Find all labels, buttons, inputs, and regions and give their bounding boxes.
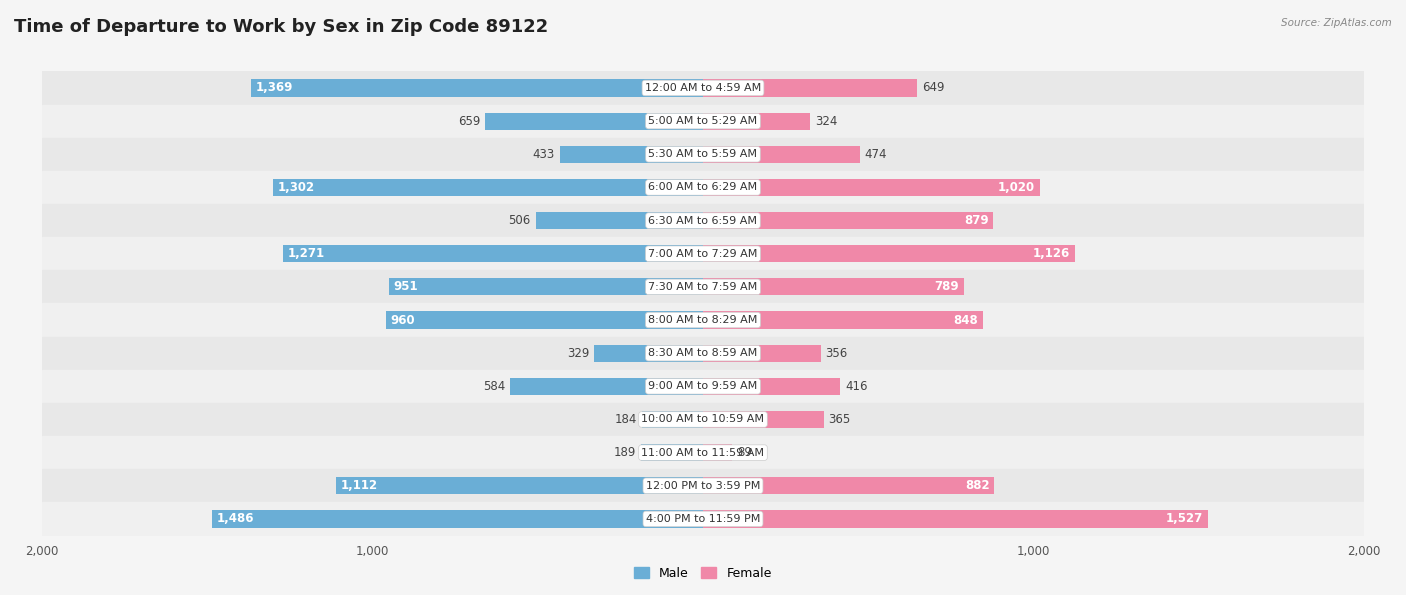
Text: 1,486: 1,486 [217,512,254,525]
Bar [42,502,1364,536]
Text: 6:30 AM to 6:59 AM: 6:30 AM to 6:59 AM [648,215,758,226]
Bar [703,345,821,362]
Bar [250,79,703,96]
Bar [595,345,703,362]
Text: 89: 89 [737,446,752,459]
Bar [536,212,703,229]
Text: 506: 506 [509,214,531,227]
Bar [703,112,810,130]
Text: 951: 951 [394,280,419,293]
Text: Source: ZipAtlas.com: Source: ZipAtlas.com [1281,18,1392,28]
Legend: Male, Female: Male, Female [630,562,776,585]
Bar [42,303,1364,337]
Text: 11:00 AM to 11:59 AM: 11:00 AM to 11:59 AM [641,447,765,458]
Bar [273,179,703,196]
Bar [283,245,703,262]
Bar [703,146,859,163]
Bar [485,112,703,130]
Text: 882: 882 [965,480,990,492]
Text: 789: 789 [934,280,959,293]
Text: 1,112: 1,112 [340,480,378,492]
Text: 329: 329 [567,347,589,359]
Text: 365: 365 [828,413,851,426]
Bar [703,511,1208,528]
Bar [703,212,994,229]
Text: 8:00 AM to 8:29 AM: 8:00 AM to 8:29 AM [648,315,758,325]
Bar [703,245,1076,262]
Bar [703,378,841,395]
Bar [703,477,994,494]
Text: 1,271: 1,271 [288,248,325,260]
Text: 1,527: 1,527 [1166,512,1202,525]
Bar [42,171,1364,204]
Text: 9:00 AM to 9:59 AM: 9:00 AM to 9:59 AM [648,381,758,392]
Text: 659: 659 [458,115,481,127]
Bar [42,237,1364,270]
Bar [42,204,1364,237]
Text: 5:30 AM to 5:59 AM: 5:30 AM to 5:59 AM [648,149,758,159]
Bar [510,378,703,395]
Text: 1,369: 1,369 [256,82,292,95]
Text: 649: 649 [922,82,945,95]
Text: 416: 416 [845,380,868,393]
Bar [42,137,1364,171]
Bar [389,278,703,296]
Text: 848: 848 [953,314,979,327]
Bar [42,469,1364,502]
Bar [42,337,1364,369]
Bar [42,436,1364,469]
Text: 474: 474 [865,148,887,161]
Bar [212,511,703,528]
Text: 12:00 PM to 3:59 PM: 12:00 PM to 3:59 PM [645,481,761,491]
Bar [42,105,1364,137]
Text: 433: 433 [533,148,555,161]
Bar [703,411,824,428]
Text: 324: 324 [815,115,838,127]
Bar [336,477,703,494]
Text: 5:00 AM to 5:29 AM: 5:00 AM to 5:29 AM [648,116,758,126]
Bar [703,311,983,328]
Text: 7:30 AM to 7:59 AM: 7:30 AM to 7:59 AM [648,282,758,292]
Bar [703,444,733,461]
Text: Time of Departure to Work by Sex in Zip Code 89122: Time of Departure to Work by Sex in Zip … [14,18,548,36]
Text: 960: 960 [391,314,415,327]
Text: 879: 879 [965,214,988,227]
Text: 7:00 AM to 7:29 AM: 7:00 AM to 7:29 AM [648,249,758,259]
Text: 8:30 AM to 8:59 AM: 8:30 AM to 8:59 AM [648,348,758,358]
Text: 184: 184 [614,413,637,426]
Bar [42,71,1364,105]
Bar [641,444,703,461]
Text: 10:00 AM to 10:59 AM: 10:00 AM to 10:59 AM [641,415,765,424]
Bar [703,278,963,296]
Bar [560,146,703,163]
Text: 4:00 PM to 11:59 PM: 4:00 PM to 11:59 PM [645,514,761,524]
Text: 1,302: 1,302 [278,181,315,194]
Bar [385,311,703,328]
Bar [42,270,1364,303]
Bar [643,411,703,428]
Text: 356: 356 [825,347,848,359]
Text: 6:00 AM to 6:29 AM: 6:00 AM to 6:29 AM [648,183,758,192]
Text: 584: 584 [482,380,505,393]
Bar [703,79,918,96]
Bar [703,179,1040,196]
Bar [42,369,1364,403]
Text: 12:00 AM to 4:59 AM: 12:00 AM to 4:59 AM [645,83,761,93]
Text: 1,020: 1,020 [998,181,1035,194]
Bar [42,403,1364,436]
Text: 1,126: 1,126 [1033,248,1070,260]
Text: 189: 189 [613,446,636,459]
